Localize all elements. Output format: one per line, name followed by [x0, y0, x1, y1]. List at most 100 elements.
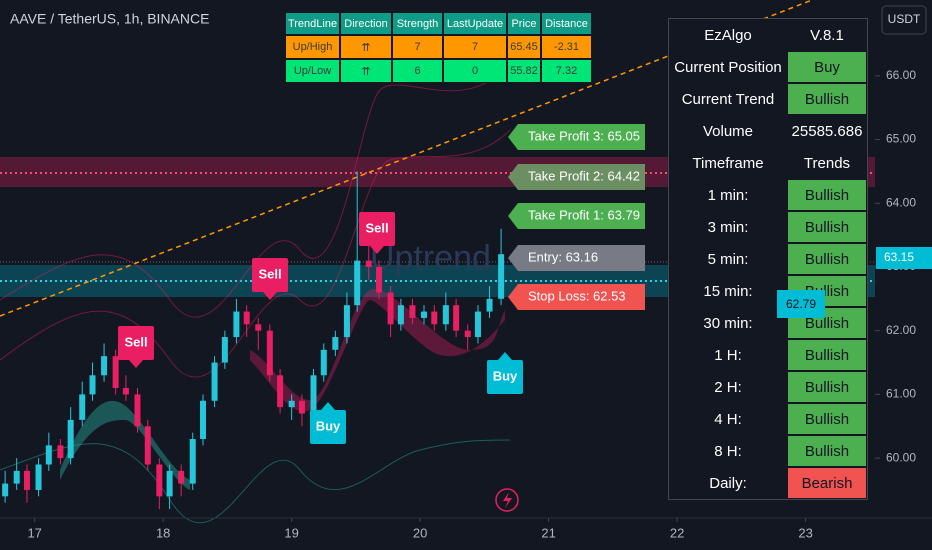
- ezalgo-label: 1 min:: [707, 186, 749, 204]
- candle-body: [13, 470, 20, 484]
- level-text: Entry: 63.16: [528, 249, 598, 264]
- ezalgo-value: Bullish: [788, 212, 866, 242]
- candle-body: [343, 305, 350, 338]
- candle-body: [189, 438, 196, 484]
- band-lower: [0, 439, 511, 524]
- current-price: 63.15: [884, 250, 914, 264]
- ezalgo-value: Bullish: [788, 84, 866, 114]
- cursor-price: 62.79: [777, 290, 825, 318]
- ezalgo-label: 5 min:: [707, 250, 749, 268]
- ezalgo-value: 25585.686: [791, 122, 863, 140]
- candle-body: [233, 311, 240, 338]
- x-tick-label: 21: [541, 525, 555, 540]
- candle-body: [365, 260, 372, 267]
- candle-body: [79, 394, 86, 420]
- ezalgo-label: Current Trend: [681, 90, 775, 108]
- candle-body: [112, 356, 119, 389]
- flash-icon[interactable]: [495, 488, 519, 512]
- signal-text: Sell: [365, 220, 388, 235]
- candle-body: [255, 324, 262, 331]
- ezalgo-value: Bearish: [788, 468, 866, 498]
- trend-ribbon: [60, 400, 190, 490]
- ezalgo-label: 3 min:: [707, 218, 749, 236]
- currency-label[interactable]: USDT: [888, 12, 921, 26]
- candle-body: [243, 311, 250, 325]
- trend-table-cell: ⇈: [340, 35, 392, 59]
- ezalgo-label: Current Position: [674, 58, 782, 76]
- ezalgo-value: V.8.1: [810, 26, 844, 44]
- level-text: Take Profit 3: 65.05: [528, 128, 640, 143]
- candle-body: [277, 375, 284, 408]
- candle-body: [166, 470, 173, 497]
- level-label: [508, 284, 645, 310]
- level-label: [508, 124, 645, 150]
- signal-pointer: [370, 246, 384, 254]
- candle-body: [101, 356, 108, 376]
- x-tick-label: 19: [284, 525, 298, 540]
- signal-text: Sell: [124, 334, 147, 349]
- level-text: Stop Loss: 62.53: [528, 288, 626, 303]
- candle-body: [421, 311, 428, 318]
- signal-pointer: [321, 402, 335, 410]
- candle-body: [35, 464, 42, 490]
- candle-body: [211, 362, 218, 401]
- ezalgo-label: Volume: [702, 122, 754, 140]
- trend-table-cell: Up/Low: [285, 59, 340, 83]
- level-label: [508, 164, 645, 190]
- ezalgo-label: 15 min:: [703, 282, 753, 300]
- candle-body: [486, 298, 493, 312]
- candle-body: [431, 311, 438, 325]
- trend-table-cell: Up/High: [285, 35, 340, 59]
- y-tick-label: 64.00: [886, 195, 916, 209]
- ezalgo-value: Bullish: [788, 244, 866, 274]
- ezalgo-label: 30 min:: [703, 314, 753, 332]
- level-label: [508, 245, 645, 271]
- candle-body: [67, 419, 74, 459]
- signal-pointer: [263, 292, 277, 300]
- trend-table-header: Strength: [392, 12, 443, 35]
- candle-body: [409, 305, 416, 318]
- candle-body: [376, 266, 383, 293]
- candle-body: [498, 254, 505, 299]
- candle-body: [178, 470, 185, 484]
- ezalgo-value: Bullish: [788, 372, 866, 402]
- candle-body: [288, 400, 295, 408]
- signal-pointer: [498, 352, 512, 360]
- y-tick-label: 65.00: [886, 132, 916, 146]
- signal-text: Buy: [493, 368, 518, 383]
- signal-label: [252, 258, 288, 292]
- candle-body: [89, 375, 96, 395]
- candle-body: [453, 305, 460, 331]
- ezalgo-value: Bullish: [788, 180, 866, 210]
- trendline: [0, 0, 813, 317]
- trend-table-cell: 7: [443, 35, 507, 59]
- trend-table-header: Direction: [340, 12, 392, 35]
- candle-body: [310, 375, 317, 414]
- trend-table-header: Distance: [541, 12, 592, 35]
- trend-table-cell: -2.31: [541, 35, 592, 59]
- level-label: [508, 203, 645, 229]
- y-tick-label: 66.00: [886, 68, 916, 82]
- x-tick-label: 17: [27, 525, 41, 540]
- current-price-tag: [876, 247, 932, 269]
- ezalgo-value: Bullish: [788, 340, 866, 370]
- candle-body: [397, 305, 404, 325]
- flash-icon-bolt: [503, 492, 512, 508]
- trend-ribbon: [250, 289, 505, 412]
- y-tick-label: 61.00: [886, 387, 916, 401]
- x-tick-label: 23: [798, 525, 812, 540]
- candle-body: [387, 292, 394, 325]
- y-tick-label: 60.00: [886, 450, 916, 464]
- trend-table-cell: 7.32: [541, 59, 592, 83]
- candle-body: [144, 426, 151, 465]
- candle-body: [134, 394, 141, 427]
- signal-label: [310, 410, 346, 444]
- ezalgo-value: Bullish: [788, 436, 866, 466]
- currency-button[interactable]: [881, 5, 927, 35]
- trend-table-header: TrendLine: [285, 12, 340, 35]
- candle-body: [332, 337, 339, 350]
- candle-body: [464, 330, 471, 338]
- x-tick-label: 22: [670, 525, 684, 540]
- candle-body: [156, 464, 163, 497]
